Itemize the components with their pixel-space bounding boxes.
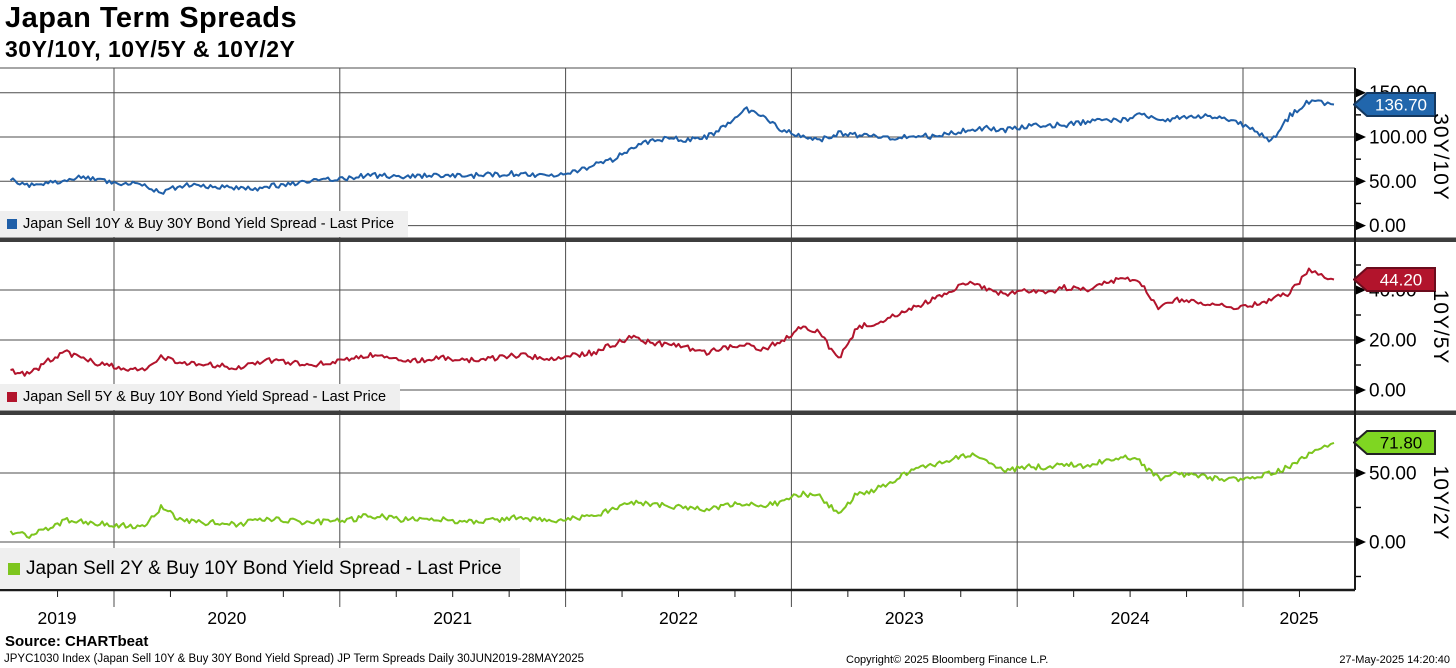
ticker-line: JPYC1030 Index (Japan Sell 10Y & Buy 30Y… <box>4 653 585 665</box>
series-line-10y-5y <box>10 267 1335 377</box>
timestamp: 27-May-2025 14:20:40 <box>1339 654 1450 666</box>
y-tick-arrow-icon <box>1356 176 1366 186</box>
y-tick-label: 0.00 <box>1369 216 1406 237</box>
x-year-label: 2024 <box>1111 608 1150 628</box>
x-year-label: 2022 <box>659 608 698 628</box>
y-tick-label: 0.00 <box>1369 381 1406 402</box>
y-tick-arrow-icon <box>1356 88 1366 98</box>
axis-title-10y2y: 10Y/2Y <box>1429 465 1452 540</box>
panel-separator <box>0 237 1456 242</box>
page-subtitle: 30Y/10Y, 10Y/5Y & 10Y/2Y <box>5 36 296 62</box>
source-label: Source: CHARTbeat <box>5 633 149 650</box>
page-title: Japan Term Spreads <box>5 2 298 34</box>
y-tick-arrow-icon <box>1356 385 1366 395</box>
series-line-10y-2y <box>9 441 1335 539</box>
last-price-value: 136.70 <box>1375 95 1427 114</box>
legend-swatch-icon <box>7 392 17 402</box>
last-price-value: 71.80 <box>1380 434 1423 453</box>
legend-10y5y: Japan Sell 5Y & Buy 10Y Bond Yield Sprea… <box>0 384 401 410</box>
y-tick-label: 50.00 <box>1369 172 1417 193</box>
x-year-label: 2019 <box>38 608 77 628</box>
y-tick-label: 0.00 <box>1369 532 1406 553</box>
panel-separator <box>0 410 1456 415</box>
legend-10y2y: Japan Sell 2Y & Buy 10Y Bond Yield Sprea… <box>0 548 520 589</box>
series-line-30y-10y <box>9 99 1335 195</box>
y-tick-arrow-icon <box>1356 468 1366 478</box>
y-tick-arrow-icon <box>1356 285 1366 295</box>
y-tick-label: 100.00 <box>1369 128 1427 149</box>
legend-swatch-icon <box>8 562 20 575</box>
axis-title-30y10y: 30Y/10Y <box>1429 112 1452 201</box>
y-tick-label: 20.00 <box>1369 331 1417 352</box>
x-year-label: 2025 <box>1280 608 1319 628</box>
legend-label: Japan Sell 10Y & Buy 30Y Bond Yield Spre… <box>23 216 395 232</box>
x-year-label: 2023 <box>885 608 924 628</box>
y-tick-arrow-icon <box>1356 221 1366 231</box>
last-price-flag-30y10y: 136.70 <box>1353 91 1436 117</box>
last-price-value: 44.20 <box>1380 271 1423 290</box>
y-tick-arrow-icon <box>1356 335 1366 345</box>
legend-label: Japan Sell 5Y & Buy 10Y Bond Yield Sprea… <box>23 389 387 405</box>
y-tick-arrow-icon <box>1356 132 1366 142</box>
y-tick-arrow-icon <box>1356 537 1366 547</box>
legend-swatch-icon <box>7 219 17 229</box>
last-price-flag-10y2y: 71.80 <box>1353 430 1436 456</box>
y-tick-label: 50.00 <box>1369 463 1417 484</box>
last-price-flag-10y5y: 44.20 <box>1353 267 1436 292</box>
x-year-label: 2021 <box>433 608 472 628</box>
legend-30y10y: Japan Sell 10Y & Buy 30Y Bond Yield Spre… <box>0 211 409 237</box>
x-year-label: 2020 <box>207 608 246 628</box>
axis-title-10y5y: 10Y/5Y <box>1429 289 1452 364</box>
legend-label: Japan Sell 2Y & Buy 10Y Bond Yield Sprea… <box>26 557 502 579</box>
copyright-text: Copyright© 2025 Bloomberg Finance L.P. <box>846 654 1049 666</box>
